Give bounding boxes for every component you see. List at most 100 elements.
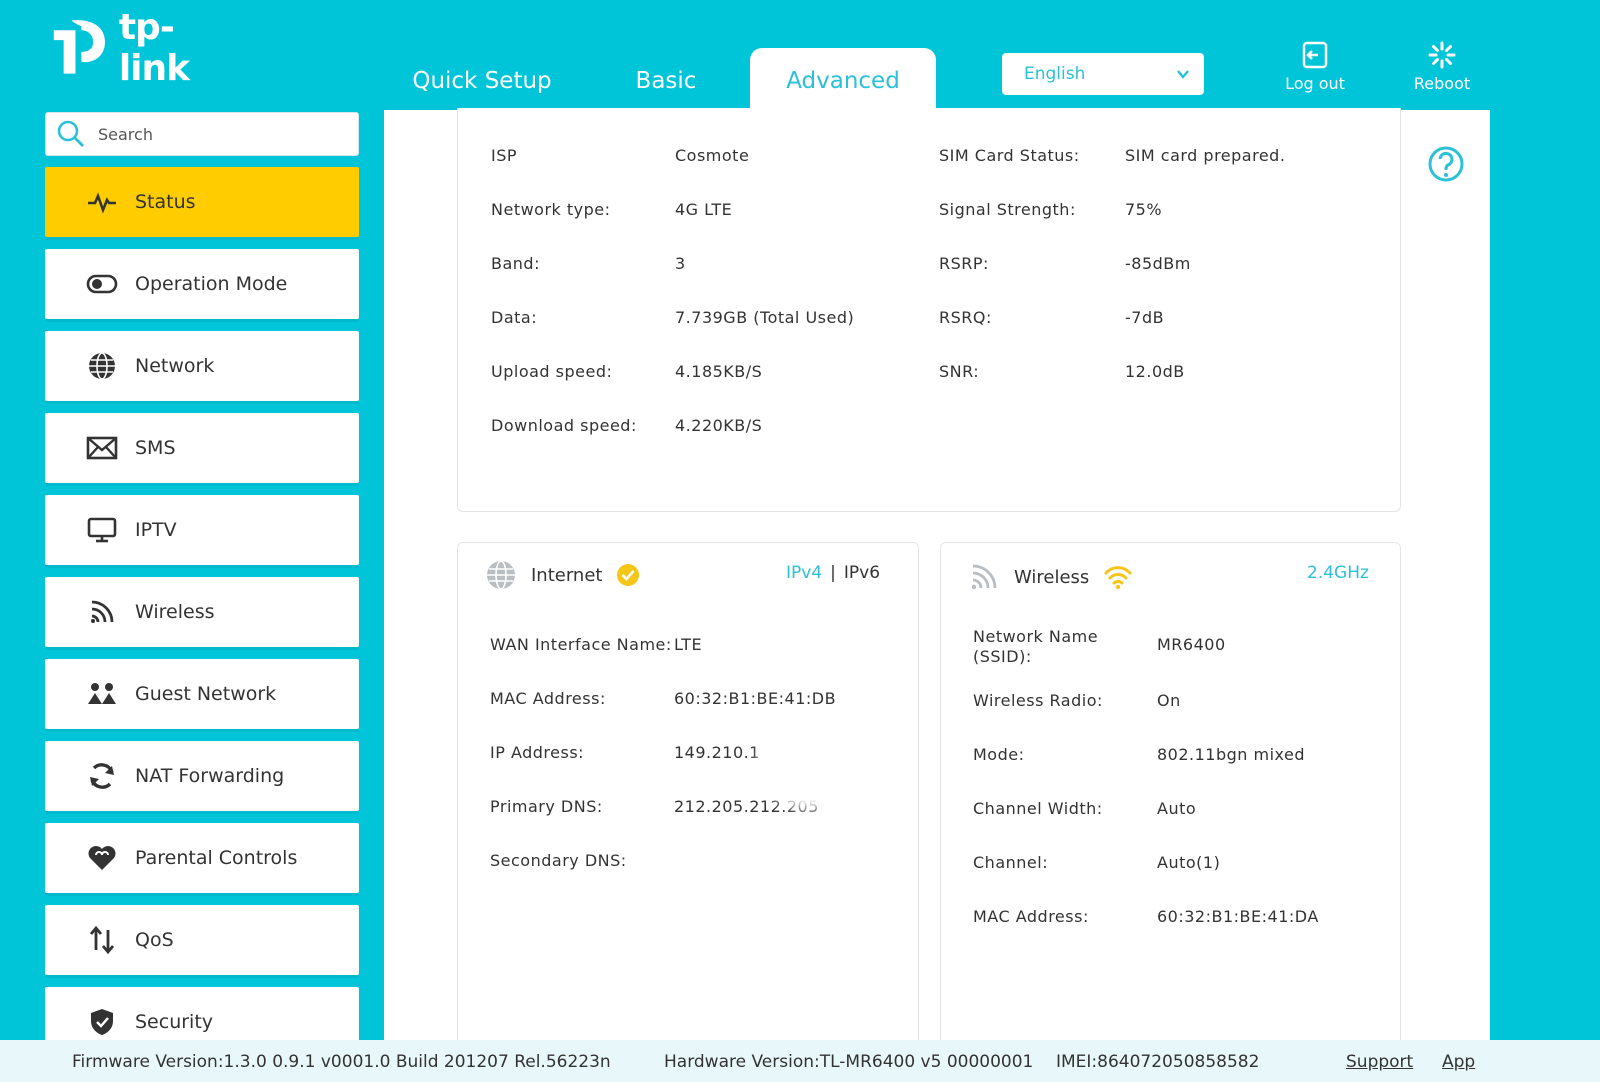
ip-version-switch: IPv4 | IPv6 [786, 563, 880, 583]
sidebar-item-parental-controls[interactable]: Parental Controls [45, 823, 359, 893]
logout-button[interactable]: Log out [1270, 40, 1360, 93]
mac-address-label: MAC Address: [490, 689, 606, 708]
language-select[interactable]: English [1002, 53, 1204, 95]
imei: IMEI:864072050858582 [1056, 1052, 1260, 1072]
sim-status-value: SIM card prepared. [1125, 146, 1286, 165]
nat-icon [90, 763, 114, 789]
sidebar-item-label: Operation Mode [135, 273, 288, 295]
ssid-label-line1: Network Name [973, 627, 1099, 646]
sidebar-item-label: SMS [135, 437, 176, 459]
globe-icon [487, 560, 515, 590]
wireless-title: Wireless [1014, 566, 1090, 588]
wireless-radio-label: Wireless Radio: [973, 691, 1103, 710]
sidebar-item-network[interactable]: Network [45, 331, 359, 401]
lte-status-card: ISP Cosmote Network type: 4G LTE Band: 3… [457, 108, 1401, 512]
tp-link-logo-icon [53, 20, 105, 74]
channel-value: Auto(1) [1157, 853, 1221, 872]
wireless-band-tab[interactable]: 2.4GHz [1307, 563, 1369, 583]
sidebar-item-label: QoS [135, 929, 174, 951]
wireless-card-header: Wireless [968, 561, 1133, 593]
mode-label: Mode: [973, 745, 1025, 764]
rsrp-value: -85dBm [1125, 254, 1191, 273]
search-icon [57, 120, 84, 147]
sidebar-item-label: Status [135, 191, 196, 213]
app-link[interactable]: App [1442, 1052, 1476, 1072]
reboot-button[interactable]: Reboot [1397, 40, 1487, 93]
sidebar-item-wireless[interactable]: Wireless [45, 577, 359, 647]
reboot-icon [1428, 41, 1456, 69]
logout-label: Log out [1285, 74, 1345, 93]
network-type-value: 4G LTE [675, 200, 733, 219]
ssid-label-line2: (SSID): [973, 647, 1032, 666]
wan-interface-label: WAN Interface Name: [490, 635, 672, 654]
signal-strength-value: 75% [1125, 200, 1163, 219]
rsrq-label: RSRQ: [939, 308, 992, 327]
download-speed-value: 4.220KB/S [675, 416, 763, 435]
internet-card-header: Internet [485, 559, 640, 591]
search-box [45, 112, 359, 156]
tab-basic[interactable]: Basic [635, 68, 697, 94]
internet-card: Internet IPv4 | IPv6 WAN Interface Name: L… [457, 542, 919, 1082]
guests-icon [88, 683, 116, 704]
wifi-signal-icon [1104, 566, 1132, 590]
channel-width-value: Auto [1157, 799, 1197, 818]
channel-label: Channel: [973, 853, 1049, 872]
sidebar-item-qos[interactable]: QoS [45, 905, 359, 975]
sim-status-label: SIM Card Status: [939, 146, 1080, 165]
sidebar-item-guest-network[interactable]: Guest Network [45, 659, 359, 729]
hardware-version: Hardware Version:TL-MR6400 v5 00000001 [664, 1052, 1034, 1072]
data-value: 7.739GB (Total Used) [675, 308, 855, 327]
ipv6-tab[interactable]: IPv6 [843, 563, 881, 583]
rsrq-value: -7dB [1125, 308, 1165, 327]
sidebar-item-label: NAT Forwarding [135, 765, 285, 787]
top-nav: Quick Setup Basic Advanced [382, 48, 936, 110]
wireless-mac-value: 60:32:B1:BE:41:DA [1157, 907, 1319, 926]
band-label: Band: [491, 254, 540, 273]
network-type-label: Network type: [491, 200, 611, 219]
pulse-icon [88, 192, 116, 214]
sidebar-item-iptv[interactable]: IPTV [45, 495, 359, 565]
wireless-radio-value: On [1157, 691, 1181, 710]
internet-title: Internet [531, 564, 603, 586]
sidebar-item-label: Guest Network [135, 683, 277, 705]
envelope-icon [86, 436, 118, 460]
sidebar-item-label: Security [135, 1011, 214, 1033]
primary-dns-label: Primary DNS: [490, 797, 603, 816]
monitor-icon [87, 517, 117, 543]
toggle-icon [86, 274, 118, 294]
brand-name: tp-link [118, 7, 190, 89]
ip-address-label: IP Address: [490, 743, 585, 762]
signal-strength-label: Signal Strength: [939, 200, 1076, 219]
upload-speed-label: Upload speed: [491, 362, 613, 381]
sidebar-item-nat-forwarding[interactable]: NAT Forwarding [45, 741, 359, 811]
support-link[interactable]: Support [1346, 1052, 1414, 1072]
redaction-blur [758, 723, 868, 809]
mode-value: 802.11bgn mixed [1157, 745, 1306, 764]
sidebar-item-status[interactable]: Status [45, 167, 359, 237]
tp-link-logo: tp-link [42, 7, 242, 89]
ipv4-tab[interactable]: IPv4 [786, 563, 823, 583]
sidebar-item-label: IPTV [135, 519, 177, 541]
wifi-icon [91, 600, 114, 623]
sidebar-item-operation-mode[interactable]: Operation Mode [45, 249, 359, 319]
footer-bar: Firmware Version:1.3.0 0.9.1 v0001.0 Bui… [0, 1040, 1600, 1082]
secondary-dns-label: Secondary DNS: [490, 851, 627, 870]
tab-quick-setup[interactable]: Quick Setup [412, 68, 552, 94]
upload-speed-value: 4.185KB/S [675, 362, 763, 381]
search-input[interactable] [98, 124, 338, 144]
shield-icon [91, 1009, 113, 1035]
data-label: Data: [491, 308, 538, 327]
mac-address-value: 60:32:B1:BE:41:DB [674, 689, 837, 708]
sidebar-item-sms[interactable]: SMS [45, 413, 359, 483]
wireless-mac-label: MAC Address: [973, 907, 1089, 926]
logout-icon [1302, 41, 1328, 69]
download-speed-label: Download speed: [491, 416, 637, 435]
wan-interface-value: LTE [674, 635, 703, 654]
snr-label: SNR: [939, 362, 980, 381]
channel-width-label: Channel Width: [973, 799, 1103, 818]
rsrp-label: RSRP: [939, 254, 989, 273]
isp-value: Cosmote [675, 146, 750, 165]
updown-arrows-icon [89, 925, 115, 955]
tab-advanced[interactable]: Advanced [750, 48, 936, 110]
help-icon[interactable] [1426, 144, 1466, 184]
